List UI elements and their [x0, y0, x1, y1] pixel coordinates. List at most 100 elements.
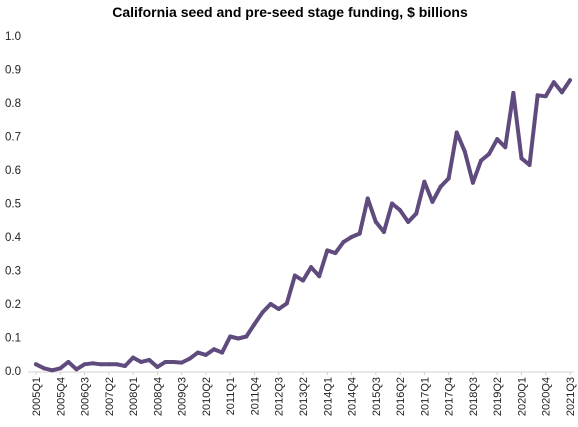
data-point	[365, 196, 370, 201]
data-point	[123, 363, 127, 368]
x-tick-label: 2009Q3	[177, 377, 189, 416]
y-axis: 0.0 0.1 0.2 0.3 0.4 0.5 0.6 0.7 0.8 0.9 1.0	[5, 31, 22, 378]
x-tick-label: 2018Q3	[468, 377, 480, 416]
x-tick-label: 2011Q1	[225, 377, 237, 415]
data-point	[495, 137, 500, 142]
x-tick-label: 2007Q2	[104, 377, 116, 416]
data-point	[98, 362, 103, 367]
x-tick-label: 2017Q1	[419, 377, 431, 416]
x-axis: 2005Q1 2005Q4 2006Q3 2007Q2 2008Q1 2008Q4 2009…	[31, 372, 577, 416]
y-tick-label: 0.4	[5, 232, 22, 244]
data-point	[422, 179, 427, 184]
y-tick-label: 1.0	[5, 31, 21, 43]
data-point	[317, 274, 322, 279]
data-point	[179, 360, 184, 365]
data-point	[244, 334, 249, 339]
data-point	[568, 78, 572, 83]
x-tick-label: 2005Q4	[55, 377, 67, 416]
data-point	[236, 336, 241, 341]
data-point	[470, 180, 475, 185]
data-point	[195, 350, 200, 355]
data-point	[155, 364, 160, 369]
x-tick-label: 2008Q1	[128, 377, 140, 416]
y-tick-label: 0.0	[5, 366, 21, 378]
data-point	[58, 366, 63, 371]
x-tick-label: 2020Q4	[541, 377, 553, 416]
data-point	[42, 366, 47, 371]
x-tick-label: 2014Q1	[322, 377, 334, 416]
y-tick-label: 0.5	[5, 199, 21, 211]
data-point	[309, 265, 314, 270]
data-point	[349, 235, 354, 239]
data-point	[559, 90, 564, 95]
data-point	[106, 362, 111, 367]
y-tick-label: 0.1	[5, 333, 21, 345]
data-point	[406, 219, 411, 224]
data-point	[487, 151, 492, 156]
data-point	[438, 184, 443, 189]
x-tick-label: 2019Q2	[492, 377, 504, 416]
x-tick-label: 2014Q4	[347, 377, 359, 416]
data-point	[220, 350, 225, 355]
data-point	[390, 201, 394, 206]
data-point	[398, 208, 403, 213]
data-point	[114, 362, 119, 367]
data-point	[268, 302, 273, 306]
data-point	[527, 162, 532, 167]
y-tick-label: 0.2	[5, 299, 21, 311]
x-tick-label: 2006Q3	[80, 377, 92, 416]
data-point	[260, 310, 265, 315]
series-layer	[34, 78, 572, 373]
data-point	[147, 357, 152, 362]
data-point	[74, 367, 79, 372]
data-point	[301, 278, 305, 283]
data-point	[171, 359, 176, 364]
x-tick-label: 2010Q2	[201, 377, 213, 416]
data-point	[50, 368, 55, 373]
data-point	[212, 347, 216, 352]
y-tick-label: 0.3	[5, 266, 21, 278]
data-point	[292, 273, 297, 278]
x-tick-label: 2020Q1	[516, 377, 528, 416]
data-point	[479, 158, 483, 163]
data-point	[139, 359, 144, 364]
y-tick-label: 0.9	[5, 65, 21, 77]
y-tick-label: 0.7	[5, 132, 21, 144]
data-point	[551, 80, 556, 85]
x-tick-label: 2011Q4	[249, 377, 261, 415]
data-point	[430, 199, 435, 204]
data-point	[543, 94, 548, 99]
data-point	[333, 251, 338, 256]
x-tick-label: 2017Q4	[444, 377, 456, 416]
x-tick-label: 2013Q2	[298, 377, 310, 416]
data-point	[454, 130, 459, 135]
x-tick-label: 2012Q3	[274, 377, 286, 416]
data-point	[34, 362, 38, 367]
data-point	[252, 322, 257, 327]
data-point	[325, 248, 330, 253]
data-point	[462, 149, 467, 154]
data-point	[535, 93, 540, 98]
x-tick-label: 2016Q2	[395, 377, 407, 416]
data-point	[446, 176, 451, 181]
data-point	[82, 362, 87, 367]
data-point	[187, 356, 192, 361]
data-point	[131, 355, 136, 360]
data-point	[284, 301, 289, 306]
data-point	[414, 211, 419, 216]
data-point	[228, 334, 233, 339]
data-point	[381, 229, 386, 234]
data-point	[163, 359, 168, 364]
data-point	[203, 352, 208, 357]
x-tick-label: 2008Q4	[152, 377, 164, 416]
y-tick-label: 0.8	[5, 98, 21, 110]
x-tick-label: 2021Q3	[565, 377, 577, 416]
data-point	[276, 307, 281, 312]
data-point	[66, 359, 71, 364]
data-point	[373, 219, 378, 224]
data-point	[357, 231, 362, 236]
x-tick-label: 2015Q3	[371, 377, 383, 416]
data-point	[90, 361, 95, 366]
data-point	[519, 156, 524, 161]
